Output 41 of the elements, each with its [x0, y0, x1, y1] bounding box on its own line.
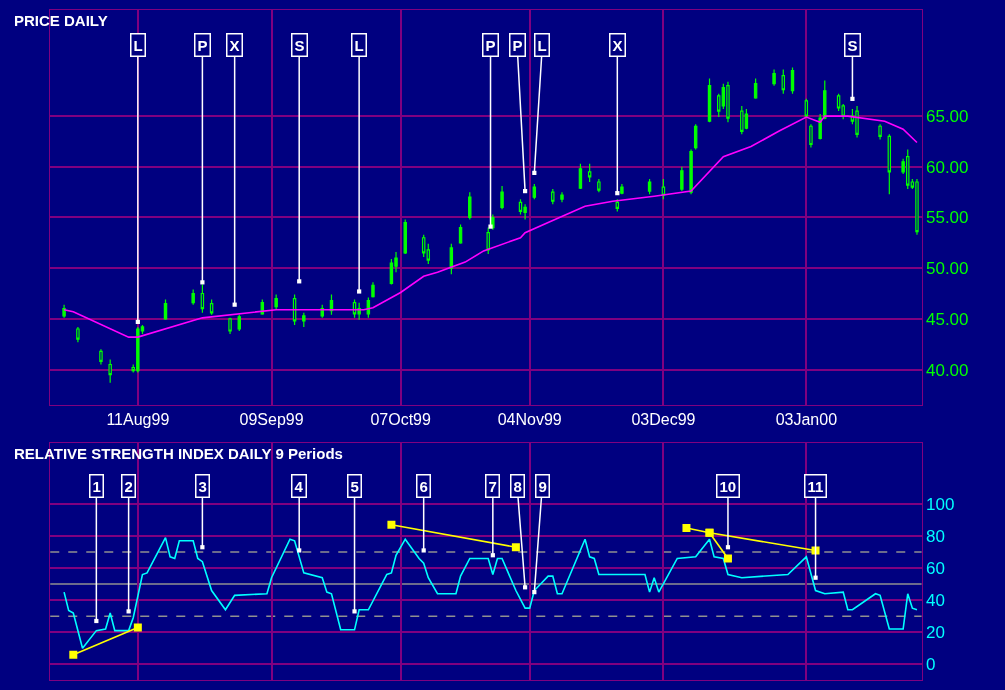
y-tick-label: 40.00 — [925, 360, 969, 380]
annotation: 8 — [513, 477, 522, 495]
x-tick-label: 07Oct99 — [370, 411, 431, 429]
annotation: P — [512, 36, 523, 54]
y-tick-label: 80 — [925, 526, 945, 546]
annotation: L — [133, 36, 143, 54]
y-tick-label: 55.00 — [925, 208, 969, 228]
annotation: 10 — [719, 477, 737, 495]
annotation: 4 — [294, 477, 304, 495]
x-tick-label: 04Nov99 — [497, 411, 562, 429]
annotation: X — [612, 36, 623, 54]
annotation: 5 — [350, 477, 359, 495]
y-tick-label: 50.00 — [925, 259, 969, 279]
y-tick-label: 45.00 — [925, 309, 969, 329]
annotation: S — [847, 36, 858, 54]
annotation: 3 — [198, 477, 207, 495]
x-tick-label: 03Dec99 — [631, 411, 696, 429]
annotation: P — [197, 36, 208, 54]
x-tick-label: 09Sep99 — [239, 411, 304, 429]
annotation: 7 — [488, 477, 497, 495]
x-tick-label: 03Jan00 — [775, 411, 838, 429]
y-tick-label: 60 — [925, 559, 945, 579]
y-tick-label: 0 — [925, 655, 936, 675]
annotation: 6 — [419, 477, 428, 495]
annotation: 1 — [92, 477, 101, 495]
chart-title: PRICE DAILY — [14, 12, 108, 29]
annotation: 2 — [124, 477, 133, 495]
x-tick-label: 11Aug99 — [106, 411, 170, 429]
y-tick-label: 100 — [925, 494, 955, 514]
annotation: L — [537, 36, 547, 54]
annotation: 11 — [807, 477, 824, 495]
annotation: 9 — [538, 477, 547, 495]
y-tick-label: 40 — [925, 591, 945, 611]
y-tick-label: 60.00 — [925, 157, 969, 177]
annotation: S — [294, 36, 305, 54]
y-tick-label: 65.00 — [925, 107, 969, 127]
annotation: L — [354, 36, 364, 54]
y-tick-label: 20 — [925, 623, 945, 643]
annotation: P — [485, 36, 496, 54]
chart-title: RELATIVE STRENGTH INDEX DAILY 9 Periods — [14, 445, 343, 462]
annotation: X — [229, 36, 240, 54]
